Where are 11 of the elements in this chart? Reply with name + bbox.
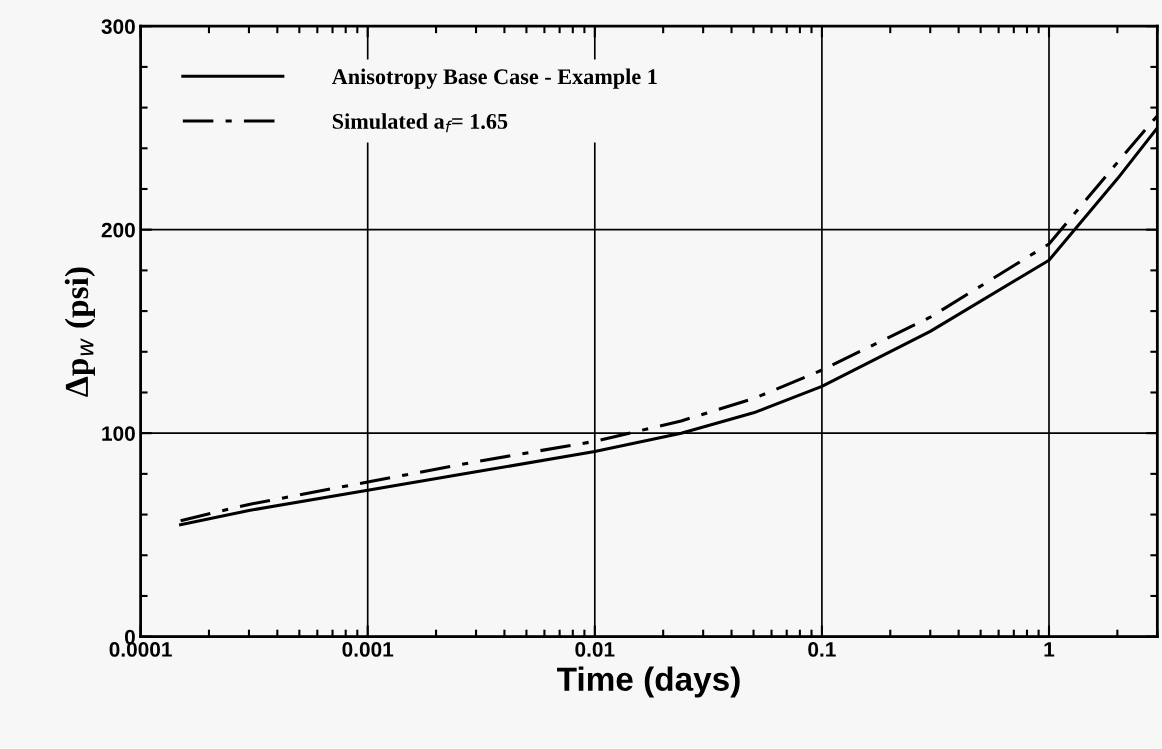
y-tick-label: 300 [101,19,135,34]
y-axis-title: Δp$_{w}$ (psi) [64,267,95,397]
y-tick-label: 200 [101,222,135,238]
x-tick-label: 0.001 [342,642,394,657]
x-tick-label: 1 [1044,642,1055,657]
x-tick-label: 0.1 [808,642,836,657]
legend-label: Simulated a$_{f}$= 1.65 [332,113,508,133]
y-tick-label: 100 [102,426,135,441]
x-tick-label: 0.01 [575,642,615,657]
legend-label: Anisotropy Base Case - Example 1 [331,68,657,89]
x-axis-title: Time (days) [557,666,740,698]
